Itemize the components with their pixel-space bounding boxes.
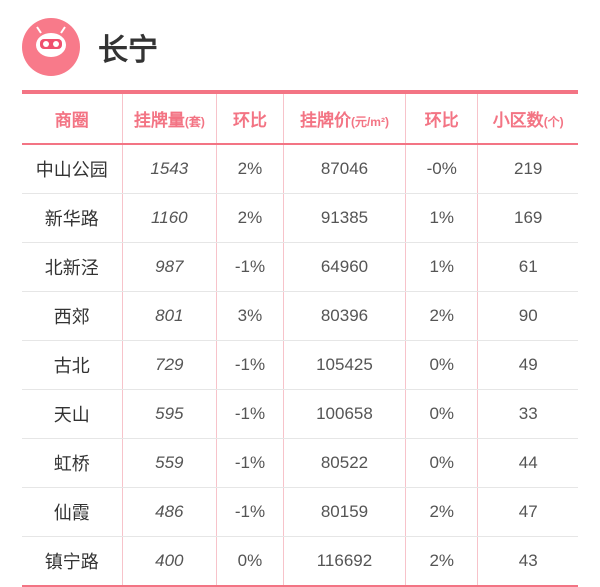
cell-mom1: -1% xyxy=(217,439,284,488)
cell-communities: 61 xyxy=(478,243,578,292)
cell-area: 中山公园 xyxy=(22,144,122,194)
cell-price: 80396 xyxy=(283,292,405,341)
cell-price: 80159 xyxy=(283,488,405,537)
col-mom2: 环比 xyxy=(406,92,478,144)
table-row: 古北729-1%1054250%49 xyxy=(22,341,578,390)
cell-price: 87046 xyxy=(283,144,405,194)
cell-communities: 33 xyxy=(478,390,578,439)
table-row: 镇宁路4000%1166922%43 xyxy=(22,537,578,587)
table-row: 西郊8013%803962%90 xyxy=(22,292,578,341)
cell-mom1: -1% xyxy=(217,390,284,439)
cell-mom2: 0% xyxy=(406,341,478,390)
cell-price: 100658 xyxy=(283,390,405,439)
cell-communities: 90 xyxy=(478,292,578,341)
cell-price: 80522 xyxy=(283,439,405,488)
cell-mom1: 2% xyxy=(217,144,284,194)
col-communities: 小区数(个) xyxy=(478,92,578,144)
cell-listing: 1160 xyxy=(122,194,217,243)
cell-listing: 987 xyxy=(122,243,217,292)
cell-listing: 1543 xyxy=(122,144,217,194)
cell-communities: 47 xyxy=(478,488,578,537)
cell-price: 116692 xyxy=(283,537,405,587)
table-row: 仙霞486-1%801592%47 xyxy=(22,488,578,537)
cell-listing: 486 xyxy=(122,488,217,537)
cell-mom2: 2% xyxy=(406,537,478,587)
table-row: 虹桥559-1%805220%44 xyxy=(22,439,578,488)
cell-listing: 595 xyxy=(122,390,217,439)
cell-mom1: 0% xyxy=(217,537,284,587)
cell-communities: 43 xyxy=(478,537,578,587)
cell-mom2: 1% xyxy=(406,243,478,292)
cell-mom2: 1% xyxy=(406,194,478,243)
cell-area: 北新泾 xyxy=(22,243,122,292)
cell-area: 新华路 xyxy=(22,194,122,243)
cell-communities: 169 xyxy=(478,194,578,243)
table-row: 北新泾987-1%649601%61 xyxy=(22,243,578,292)
header: 长宁 xyxy=(0,0,600,90)
cell-listing: 801 xyxy=(122,292,217,341)
cell-price: 105425 xyxy=(283,341,405,390)
cell-area: 仙霞 xyxy=(22,488,122,537)
cell-communities: 49 xyxy=(478,341,578,390)
cell-listing: 729 xyxy=(122,341,217,390)
table-body: 中山公园15432%87046-0%219新华路11602%913851%169… xyxy=(22,144,578,586)
cell-listing: 559 xyxy=(122,439,217,488)
listing-table: 商圈 挂牌量(套) 环比 挂牌价(元/m²) 环比 小区数(个) 中山 xyxy=(22,90,578,587)
cell-mom1: 3% xyxy=(217,292,284,341)
cell-mom2: 0% xyxy=(406,439,478,488)
cell-communities: 219 xyxy=(478,144,578,194)
table-row: 新华路11602%913851%169 xyxy=(22,194,578,243)
cell-area: 古北 xyxy=(22,341,122,390)
table-row: 中山公园15432%87046-0%219 xyxy=(22,144,578,194)
cell-listing: 400 xyxy=(122,537,217,587)
cell-mom1: -1% xyxy=(217,488,284,537)
cell-price: 91385 xyxy=(283,194,405,243)
district-title: 长宁 xyxy=(98,25,158,69)
cell-area: 天山 xyxy=(22,390,122,439)
cell-communities: 44 xyxy=(478,439,578,488)
logo-icon xyxy=(22,18,80,76)
cell-area: 西郊 xyxy=(22,292,122,341)
cell-mom1: 2% xyxy=(217,194,284,243)
logo-glyph xyxy=(31,23,71,71)
cell-area: 虹桥 xyxy=(22,439,122,488)
table-container: 商圈 挂牌量(套) 环比 挂牌价(元/m²) 环比 小区数(个) 中山 xyxy=(0,90,600,587)
col-area: 商圈 xyxy=(22,92,122,144)
cell-area: 镇宁路 xyxy=(22,537,122,587)
cell-mom2: 2% xyxy=(406,488,478,537)
table-row: 天山595-1%1006580%33 xyxy=(22,390,578,439)
cell-mom1: -1% xyxy=(217,341,284,390)
col-price: 挂牌价(元/m²) xyxy=(283,92,405,144)
cell-mom2: 2% xyxy=(406,292,478,341)
cell-mom2: -0% xyxy=(406,144,478,194)
cell-mom2: 0% xyxy=(406,390,478,439)
cell-price: 64960 xyxy=(283,243,405,292)
col-mom1: 环比 xyxy=(217,92,284,144)
cell-mom1: -1% xyxy=(217,243,284,292)
col-listing: 挂牌量(套) xyxy=(122,92,217,144)
table-header-row: 商圈 挂牌量(套) 环比 挂牌价(元/m²) 环比 小区数(个) xyxy=(22,92,578,144)
